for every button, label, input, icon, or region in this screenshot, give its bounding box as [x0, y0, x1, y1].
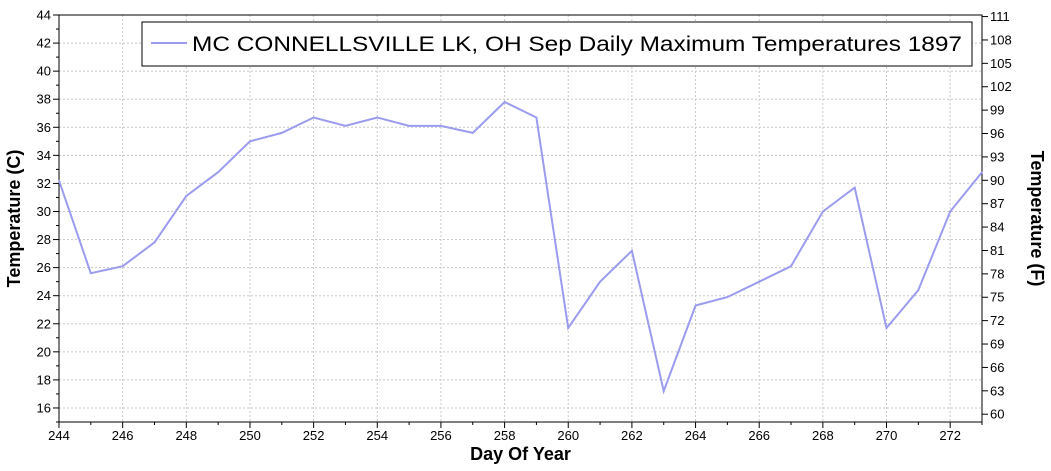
x-tick-label: 246 [112, 428, 134, 443]
y-tick-label-left: 24 [37, 288, 51, 303]
x-tick-label: 252 [303, 428, 325, 443]
y-tick-label-left: 38 [37, 92, 51, 107]
x-tick-label: 266 [748, 428, 770, 443]
data-point [981, 171, 983, 173]
y-tick-label-left: 30 [37, 204, 51, 219]
data-point [535, 116, 538, 119]
y-tick-label-right: 90 [990, 173, 1004, 188]
data-point [408, 125, 410, 127]
y-tick-label-right: 99 [990, 103, 1004, 118]
y-axis-title-left: Temperature (C) [4, 150, 24, 288]
y-tick-label-left: 18 [37, 372, 51, 387]
x-tick-label: 254 [366, 428, 388, 443]
grid [59, 14, 982, 422]
y-tick-label-left: 34 [37, 148, 51, 163]
x-tick-label: 262 [621, 428, 643, 443]
data-point [217, 171, 219, 173]
x-tick-label: 270 [876, 428, 898, 443]
x-tick-label: 248 [175, 428, 197, 443]
data-point [631, 249, 633, 252]
y-tick-label-left: 16 [37, 400, 51, 415]
y-tick-label-right: 66 [990, 360, 1004, 375]
y-tick-label-left: 26 [37, 260, 51, 275]
x-tick-label: 272 [939, 428, 961, 443]
y-tick-label-right: 81 [990, 243, 1004, 258]
y-tick-label-right: 96 [990, 126, 1004, 141]
data-point [790, 265, 792, 268]
y-tick-label-right: 111 [990, 9, 1010, 24]
x-tick-label: 258 [494, 428, 516, 443]
legend-box [141, 21, 973, 67]
data-point [280, 132, 283, 134]
y-tick-label-right: 75 [990, 290, 1004, 305]
y-tick-label-right: 108 [990, 32, 1012, 47]
y-tick-label-left: 42 [37, 36, 51, 51]
x-tick-label: 268 [812, 428, 834, 443]
x-tick-label: 256 [430, 428, 452, 443]
y-tick-label-left: 28 [37, 232, 51, 247]
x-tick-label: 264 [685, 428, 707, 443]
data-point [758, 280, 761, 283]
y-tick-label-left: 44 [37, 8, 51, 23]
data-point [503, 101, 506, 103]
x-axis-title: Day Of Year [470, 444, 571, 464]
x-tick-label: 260 [557, 428, 579, 443]
data-point [185, 195, 188, 197]
data-point [344, 125, 347, 127]
series-line-max-temperature [58, 100, 983, 395]
data-point [949, 210, 951, 213]
data-point [885, 327, 888, 329]
plot-area [58, 14, 983, 423]
data-point [440, 125, 442, 127]
data-point [822, 210, 824, 213]
x-tick-label: 250 [239, 428, 261, 443]
y-tick-label-right: 105 [990, 56, 1012, 71]
y-axis-title-right: Temperature (F) [1027, 151, 1047, 287]
tick-labels: 244 246 248 250 252 254 256 258 260 262 264 266 268 2… [37, 8, 1012, 444]
y-tick-label-left: 36 [37, 120, 51, 135]
data-point [58, 179, 60, 182]
data-point [376, 116, 379, 119]
y-tick-label-right: 78 [990, 266, 1004, 281]
data-point [853, 186, 856, 189]
data-point [90, 272, 92, 275]
axis-ticks [53, 14, 988, 428]
data-point [599, 280, 601, 283]
y-tick-label-right: 84 [990, 220, 1004, 235]
y-tick-label-left: 32 [37, 176, 51, 191]
y-tick-label-left: 22 [37, 316, 51, 331]
y-tick-label-right: 87 [990, 196, 1004, 211]
data-point [312, 116, 315, 119]
data-point [121, 265, 124, 268]
y-tick-label-left: 20 [37, 344, 51, 359]
data-points [58, 101, 983, 392]
data-point [694, 304, 697, 307]
data-point [249, 140, 251, 143]
y-tick-label-right: 93 [990, 149, 1004, 164]
data-point [662, 390, 665, 392]
legend: MC CONNELLSVILLE LK, OH Sep Daily Maximu… [141, 21, 973, 67]
y-tick-label-right: 102 [990, 79, 1012, 94]
x-tick-label: 244 [48, 428, 70, 443]
data-point [153, 241, 156, 244]
y-tick-label-right: 69 [990, 337, 1004, 352]
y-tick-label-right: 72 [990, 313, 1004, 328]
data-point [567, 327, 570, 329]
data-point [917, 289, 920, 291]
y-tick-label-right: 60 [990, 407, 1004, 422]
y-tick-label-right: 63 [990, 383, 1004, 398]
data-point [726, 296, 729, 298]
legend-label: MC CONNELLSVILLE LK, OH Sep Daily Maximu… [192, 33, 962, 56]
data-point [471, 132, 474, 134]
y-tick-label-left: 40 [37, 64, 51, 79]
